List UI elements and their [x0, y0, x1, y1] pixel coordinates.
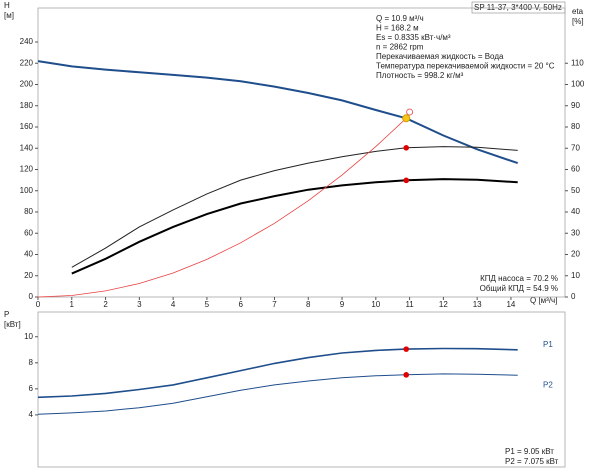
- curve: [37, 60, 519, 165]
- info-line: H = 168.2 м: [376, 24, 419, 33]
- x-tick-label: 3: [137, 300, 142, 309]
- info-line: Перекачиваемая жидкость = Вода: [376, 52, 504, 61]
- y2-tick-label: 10: [571, 271, 580, 280]
- y-tick-label: 160: [20, 122, 34, 131]
- y2-tick-label: 110: [571, 58, 584, 67]
- y-tick-label: 10: [24, 332, 33, 341]
- x-tick-label: 6: [238, 300, 243, 309]
- series-label: P1: [543, 340, 553, 349]
- y2-label: eta: [572, 7, 584, 16]
- y-tick-label: 20: [24, 271, 33, 280]
- x-tick-label: 10: [371, 300, 380, 309]
- x-tick-label: 2: [103, 300, 108, 309]
- y2-tick-label: 0: [571, 292, 576, 301]
- info-line: Плотность = 998.2 кг/м³: [376, 71, 464, 80]
- x-tick-label: 11: [405, 300, 414, 309]
- power-note: P2 = 7.075 кВт: [505, 457, 559, 466]
- y-label: H: [4, 1, 10, 10]
- y-unit: [м]: [4, 11, 14, 20]
- title-box: [471, 1, 566, 14]
- y2-tick-label: 70: [571, 143, 580, 152]
- x-tick-label: 13: [473, 300, 482, 309]
- y2-tick-label: 50: [571, 186, 580, 195]
- y-tick-label: 120: [20, 165, 34, 174]
- y-tick-label: 180: [20, 101, 34, 110]
- y-tick-label: 220: [20, 58, 34, 67]
- curve: [37, 373, 518, 415]
- duty-point: [403, 145, 410, 151]
- curve: [37, 347, 518, 399]
- info-line: Температура перекачиваемой жидкости = 20…: [376, 62, 555, 71]
- y-tick-label: 200: [20, 80, 34, 89]
- curve: [71, 146, 518, 268]
- y-tick-label: 40: [24, 250, 33, 259]
- y2-tick-label: 60: [571, 165, 580, 174]
- x-tick-label: 5: [205, 300, 210, 309]
- y-tick-label: 6: [29, 384, 34, 393]
- duty-point: [403, 372, 410, 378]
- y2-tick-label: 100: [571, 80, 585, 89]
- y-tick-label: 60: [24, 228, 33, 237]
- y2-tick-label: 90: [571, 101, 580, 110]
- duty-point: [402, 114, 411, 123]
- power-note: P1 = 9.05 кВт: [505, 447, 554, 456]
- x-tick-label: 7: [272, 300, 277, 309]
- efficiency-note: КПД насоса = 70.2 %: [480, 274, 558, 283]
- info-line: Q = 10.9 м³/ч: [376, 14, 424, 23]
- x-tick-label: 8: [306, 300, 311, 309]
- y2-tick-label: 80: [571, 122, 580, 131]
- efficiency-note: Общий КПД = 54.9 %: [480, 284, 558, 293]
- curve-end: [406, 108, 414, 116]
- x-tick-label: 9: [340, 300, 345, 309]
- curve: [37, 114, 410, 298]
- y-tick-label: 100: [20, 186, 34, 195]
- x-tick-label: 1: [70, 300, 75, 309]
- x-tick-label: 12: [439, 300, 448, 309]
- plot-frame: [37, 311, 566, 468]
- y-tick-label: 0: [29, 292, 34, 301]
- x-label: Q [м³/ч]: [530, 296, 557, 305]
- x-tick-label: 0: [36, 300, 41, 309]
- duty-point: [403, 177, 410, 184]
- x-tick-label: 14: [506, 300, 515, 309]
- y2-tick-label: 20: [571, 250, 580, 259]
- y-tick-label: 80: [24, 207, 33, 216]
- curve: [71, 178, 518, 275]
- y-tick-label: 240: [20, 37, 34, 46]
- info-line: Es = 0.8335 кВт·ч/м³: [376, 33, 451, 42]
- duty-point: [403, 346, 410, 352]
- chart-title: SP 11-37, 3*400 V, 50Hz: [474, 3, 562, 12]
- y2-tick-label: 30: [571, 228, 580, 237]
- y2-unit: [%]: [572, 17, 584, 26]
- y2-tick-label: 40: [571, 207, 580, 216]
- y-unit: [кВт]: [4, 320, 21, 329]
- plot-frame: [37, 7, 566, 298]
- y-tick-label: 4: [29, 410, 34, 419]
- y-tick-label: 140: [20, 143, 34, 152]
- info-line: n = 2862 rpm: [376, 43, 424, 52]
- x-tick-label: 4: [171, 300, 176, 309]
- y-tick-label: 8: [29, 358, 34, 367]
- series-label: P2: [543, 380, 553, 389]
- y-label: P: [4, 310, 9, 319]
